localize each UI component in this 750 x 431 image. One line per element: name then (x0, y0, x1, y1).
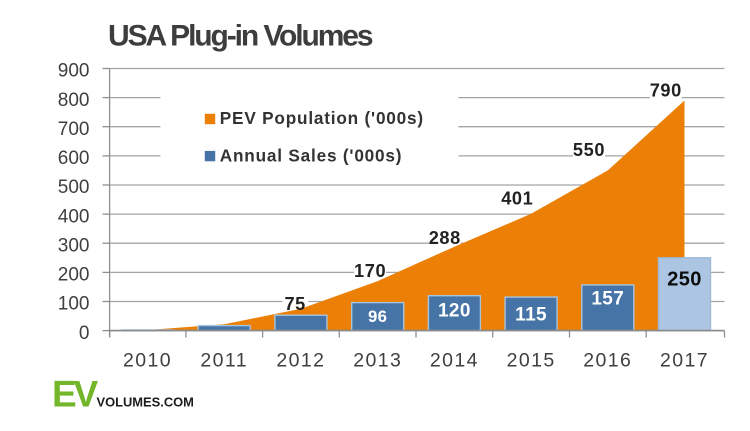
svg-text:75: 75 (284, 294, 305, 314)
svg-text:600: 600 (58, 148, 90, 169)
svg-text:288: 288 (429, 228, 461, 248)
svg-text:2013: 2013 (353, 350, 402, 372)
svg-text:PEV Population ('000s): PEV Population ('000s) (220, 108, 424, 128)
svg-text:170: 170 (354, 261, 386, 281)
svg-text:500: 500 (58, 177, 90, 198)
svg-text:2011: 2011 (200, 350, 248, 372)
svg-text:300: 300 (58, 235, 90, 256)
svg-text:115: 115 (515, 305, 547, 326)
svg-text:400: 400 (58, 206, 90, 227)
svg-text:2017: 2017 (660, 350, 709, 372)
svg-text:550: 550 (573, 140, 605, 160)
svg-text:157: 157 (591, 289, 624, 310)
svg-text:100: 100 (58, 294, 90, 315)
svg-text:2016: 2016 (583, 350, 632, 372)
svg-text:700: 700 (58, 119, 90, 140)
svg-text:800: 800 (58, 90, 90, 111)
svg-text:120: 120 (438, 300, 471, 321)
svg-text:2010: 2010 (123, 350, 172, 372)
svg-text:250: 250 (667, 268, 702, 290)
svg-text:2015: 2015 (507, 350, 556, 372)
svg-text:2012: 2012 (276, 350, 325, 372)
svg-text:200: 200 (58, 265, 90, 286)
svg-text:790: 790 (650, 81, 682, 101)
svg-text:USA Plug-in Volumes: USA Plug-in Volumes (108, 20, 373, 53)
svg-text:401: 401 (501, 188, 533, 208)
svg-text:Annual Sales ('000s): Annual Sales ('000s) (220, 145, 402, 165)
svg-text:900: 900 (58, 61, 90, 82)
svg-text:0: 0 (79, 323, 90, 344)
svg-text:VOLUMES.COM: VOLUMES.COM (97, 395, 194, 410)
svg-text:EV: EV (52, 374, 98, 415)
svg-text:2014: 2014 (430, 350, 479, 372)
svg-text:96: 96 (368, 307, 387, 326)
